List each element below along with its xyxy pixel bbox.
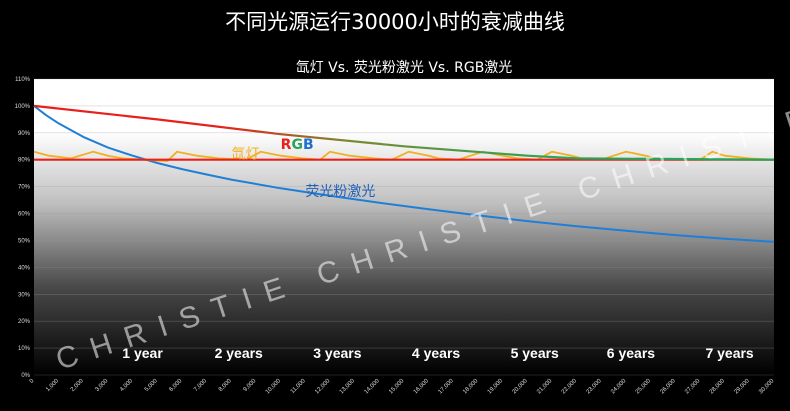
x-tick-label: 4,000 xyxy=(119,378,134,393)
phosphor-laser-line xyxy=(33,105,775,243)
x-tick-label: 29,000 xyxy=(734,378,752,396)
x-tick-label: 23,000 xyxy=(586,378,604,396)
x-tick-label: 11,000 xyxy=(290,378,307,395)
x-tick-label: 7,000 xyxy=(193,378,208,393)
plot-background xyxy=(34,79,774,375)
x-tick-label: 30,000 xyxy=(758,378,776,396)
y-tick-label: 0% xyxy=(21,373,30,379)
y-tick-label: 30% xyxy=(18,292,31,298)
x-tick-label: 19,000 xyxy=(487,378,505,396)
x-tick-label: 24,000 xyxy=(610,378,628,396)
year-label: 7 years xyxy=(705,345,753,361)
y-tick-label: 20% xyxy=(18,319,31,325)
x-tick-label: 1,000 xyxy=(45,378,60,393)
x-tick-label: 9,000 xyxy=(243,378,258,393)
x-tick-label: 22,000 xyxy=(561,378,579,396)
x-tick-label: 18,000 xyxy=(462,378,480,396)
series-annotation: 氙灯 xyxy=(231,146,259,162)
x-tick-label: 27,000 xyxy=(684,378,702,396)
y-tick-label: 40% xyxy=(18,265,31,271)
year-label: 2 years xyxy=(215,345,263,361)
y-tick-label: 10% xyxy=(18,346,31,352)
x-tick-label: 0 xyxy=(29,378,36,385)
y-tick-label: 70% xyxy=(18,185,31,191)
x-tick-label: 16,000 xyxy=(413,378,431,396)
x-tick-label: 13,000 xyxy=(339,378,357,396)
year-label: 1 year xyxy=(122,345,163,361)
x-tick-label: 5,000 xyxy=(144,378,159,393)
x-tick-label: 2,000 xyxy=(70,378,85,393)
x-tick-label: 15,000 xyxy=(388,378,406,396)
x-tick-label: 28,000 xyxy=(709,378,727,396)
year-label: 5 years xyxy=(511,345,559,361)
series-annotation: RGB xyxy=(281,137,314,153)
rgb-laser-line xyxy=(33,104,775,161)
y-tick-label: 100% xyxy=(15,104,31,110)
x-tick-label: 21,000 xyxy=(536,378,554,396)
year-label: 4 years xyxy=(412,345,460,361)
chart-title: 氙灯 Vs. 荧光粉激光 Vs. RGB激光 xyxy=(296,59,513,76)
x-tick-label: 17,000 xyxy=(438,378,456,396)
x-tick-label: 25,000 xyxy=(635,378,653,396)
x-tick-label: 26,000 xyxy=(660,378,678,396)
y-tick-label: 110% xyxy=(15,77,31,83)
series-annotation: 荧光粉激光 xyxy=(305,183,375,200)
x-tick-label: 3,000 xyxy=(95,378,110,393)
x-tick-label: 10,000 xyxy=(265,378,283,396)
y-tick-label: 50% xyxy=(18,238,31,244)
x-tick-label: 14,000 xyxy=(364,378,382,396)
y-tick-label: 80% xyxy=(18,158,31,164)
x-tick-label: 6,000 xyxy=(169,378,184,393)
x-tick-label: 12,000 xyxy=(314,378,332,396)
page-title: 不同光源运行30000小时的衰减曲线 xyxy=(225,10,565,34)
year-label: 3 years xyxy=(313,345,361,361)
y-tick-label: 90% xyxy=(18,131,31,137)
x-tick-label: 20,000 xyxy=(512,378,530,396)
x-tick-label: 8,000 xyxy=(218,378,233,393)
decay-chart: 0% 10% 20% 30% 40% 50% 60% 70% 80% 90% 100% 110% 0 1… xyxy=(15,59,790,396)
y-tick-label: 60% xyxy=(18,212,31,218)
year-label: 6 years xyxy=(607,345,655,361)
